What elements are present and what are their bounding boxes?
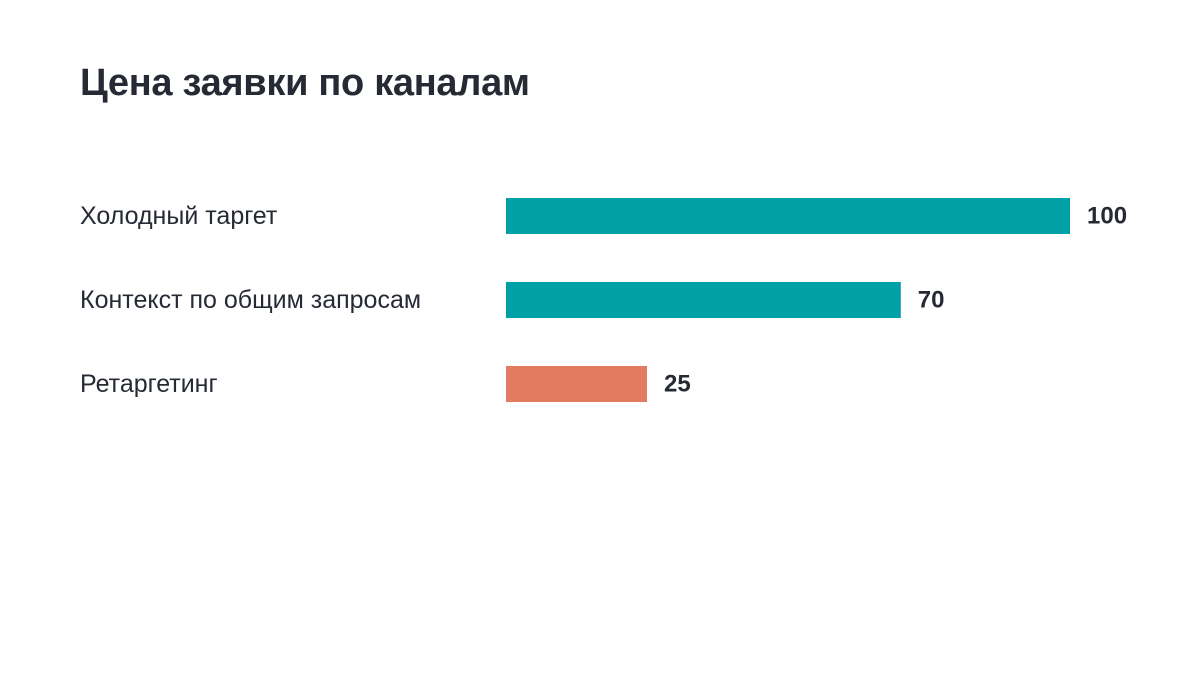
bar — [506, 282, 901, 318]
value-label: 100 — [1087, 203, 1127, 230]
bar — [506, 198, 1070, 234]
chart-title: Цена заявки по каналам — [80, 62, 530, 104]
bars-group: Холодный таргет 100 Контекст по общим запр… — [80, 198, 1127, 402]
value-label: 70 — [918, 287, 945, 314]
category-label: Холодный таргет — [80, 202, 278, 230]
bar — [506, 366, 647, 402]
category-label: Ретаргетинг — [80, 370, 218, 398]
category-label: Контекст по общим запросам — [80, 286, 421, 314]
value-label: 25 — [664, 371, 691, 398]
